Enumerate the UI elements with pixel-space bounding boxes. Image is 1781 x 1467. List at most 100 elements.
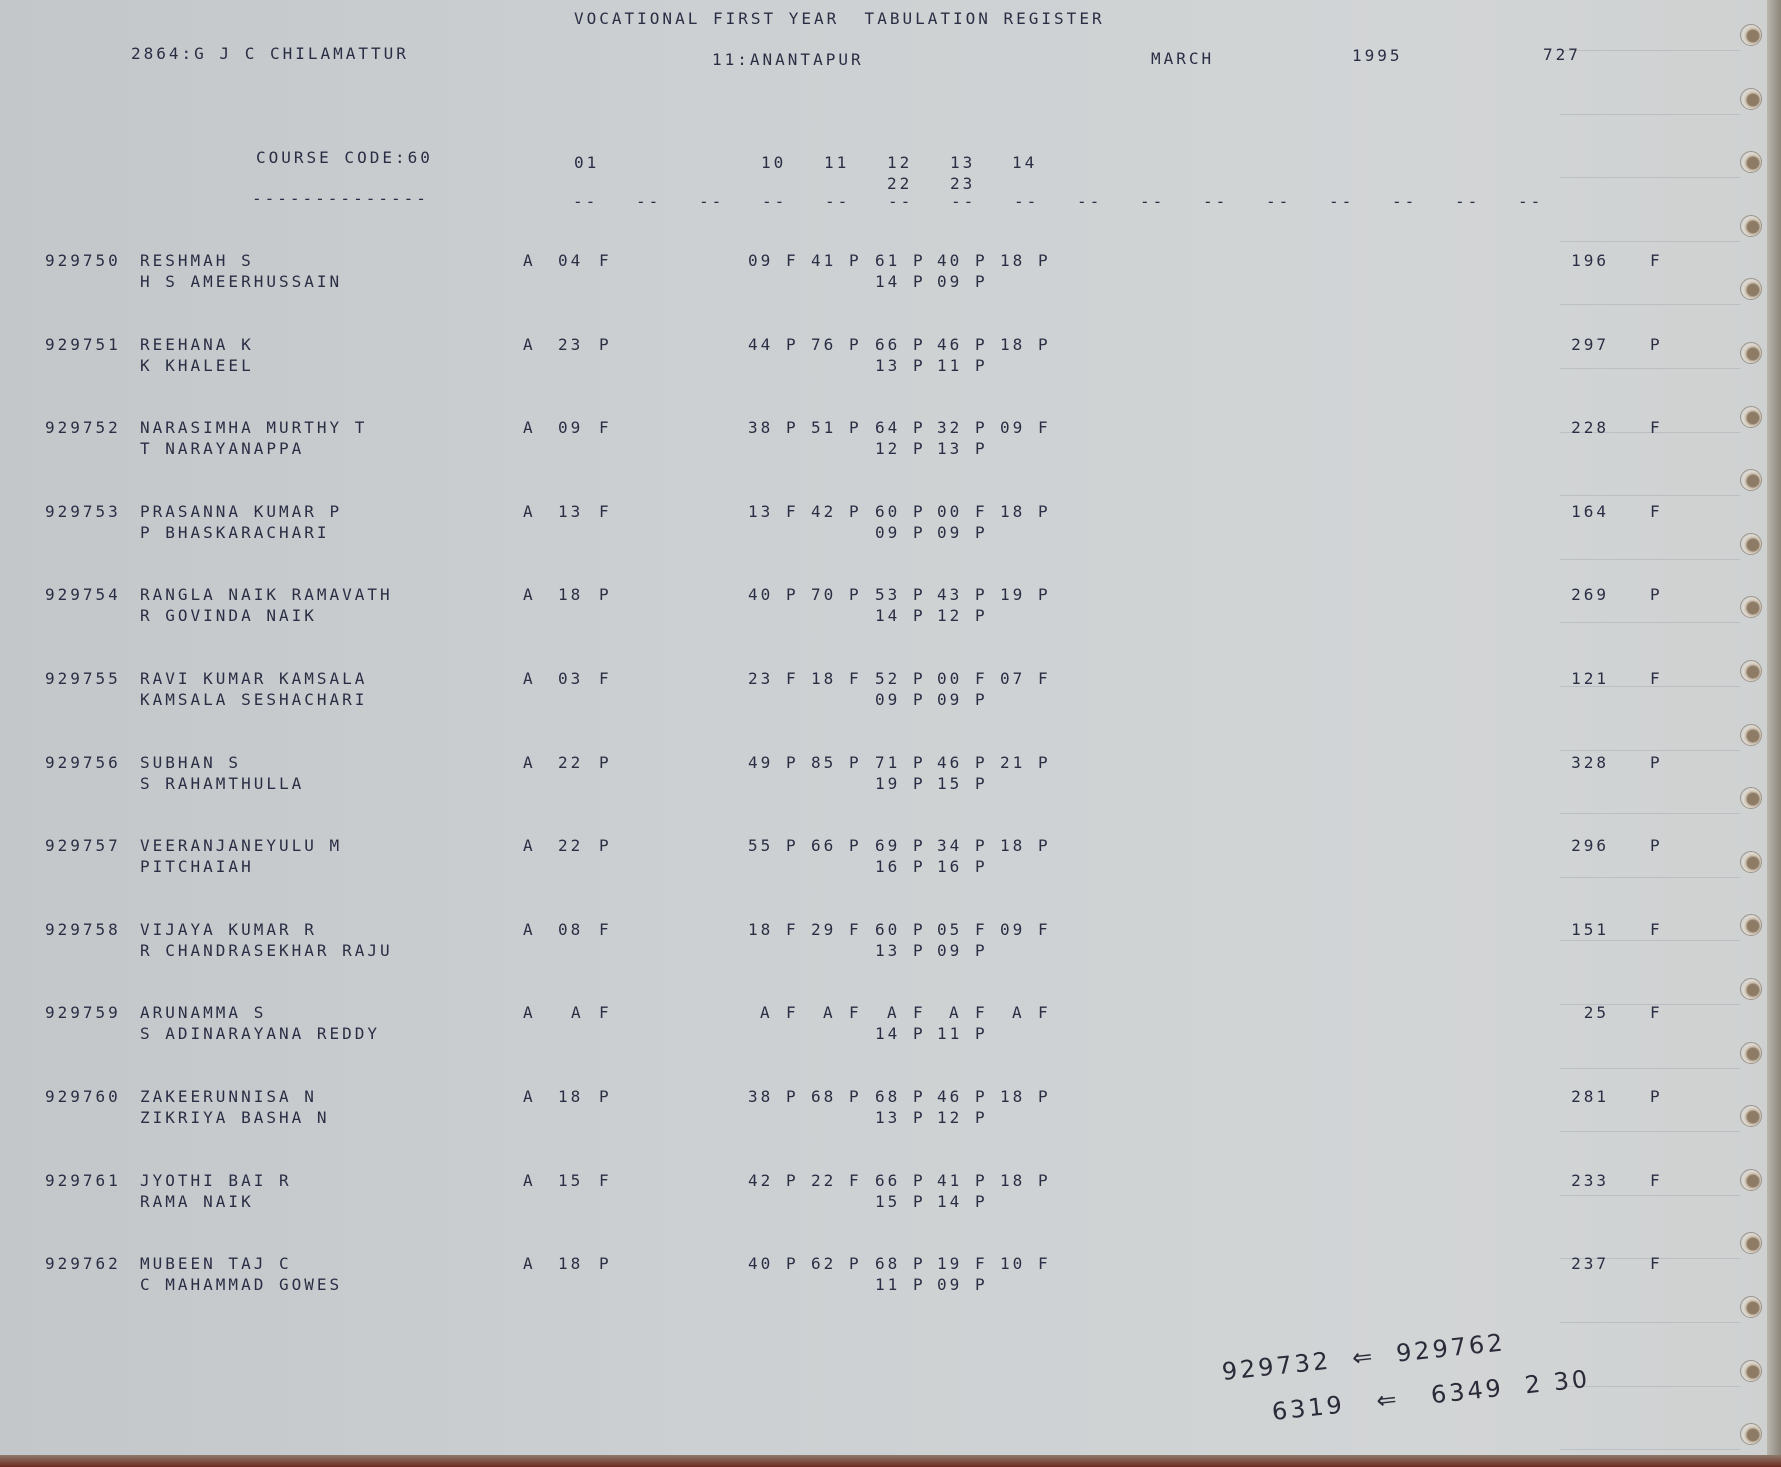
student-name: RESHMAH S — [140, 251, 254, 270]
subject-result: P — [975, 251, 988, 270]
subject-score-second: 14 — [875, 606, 901, 626]
ruled-line — [1560, 749, 1740, 751]
subject-result-second: P — [975, 522, 988, 542]
subject-result: F — [975, 669, 988, 688]
binder-hole-icon — [1740, 532, 1762, 555]
final-result: F — [1650, 669, 1663, 688]
subject-result: P — [913, 418, 926, 438]
subject-result: P — [913, 752, 926, 772]
final-result: P — [1650, 334, 1663, 354]
subject-result: P — [1038, 1087, 1051, 1106]
subject-result: P — [975, 836, 988, 856]
total-marks: 281 — [1571, 1087, 1609, 1106]
subject-score: 23 — [748, 669, 774, 688]
subject-score: 42 — [748, 1170, 774, 1190]
subject-score: 66 — [811, 836, 837, 856]
subject-result: P — [1038, 334, 1051, 354]
subject-score: 55 — [748, 836, 774, 856]
subject-result: P — [786, 752, 799, 772]
subject-result: P — [849, 1254, 862, 1274]
subject-score-second: 14 — [875, 272, 901, 291]
subject-result-second: P — [913, 690, 926, 709]
subject-01-result: P — [599, 585, 612, 605]
hall-ticket-number: 929751 — [45, 334, 121, 354]
student-name: VEERANJANEYULU M — [140, 836, 343, 856]
student-name: PRASANNA KUMAR P — [140, 501, 343, 521]
subject-result: F — [849, 1170, 862, 1190]
subject-score: 22 — [811, 1170, 837, 1190]
hall-ticket-number: 929759 — [45, 1003, 121, 1023]
subject-01-score: 04 — [558, 251, 584, 270]
subject-result-second: P — [975, 773, 988, 793]
subject-result: P — [786, 1170, 799, 1190]
subject-score: 18 — [1000, 251, 1026, 270]
guardian-name: P BHASKARACHARI — [140, 522, 330, 542]
subject-result: P — [849, 752, 862, 772]
subject-result: P — [1038, 251, 1051, 270]
column-dash: -- — [699, 192, 725, 211]
hall-ticket-number: 929750 — [45, 251, 121, 270]
subject-score: 68 — [875, 1087, 901, 1106]
subject-01-result: F — [599, 418, 612, 438]
final-result: P — [1650, 752, 1663, 772]
final-result: F — [1650, 919, 1663, 939]
guardian-name: PITCHAIAH — [140, 857, 254, 877]
subject-result: F — [786, 669, 799, 688]
binder-hole-icon — [1740, 342, 1762, 364]
column-dash: -- — [1266, 192, 1292, 211]
final-result: F — [1650, 251, 1663, 270]
subject-01-score: 03 — [558, 669, 584, 688]
subject-result: P — [849, 334, 862, 354]
subject-result: P — [786, 1087, 799, 1106]
subject-result: P — [913, 585, 926, 605]
subject-score-second: 12 — [937, 1108, 963, 1127]
subject-result: F — [786, 251, 799, 270]
subject-score-second: 11 — [937, 355, 963, 375]
subject-01-score: 18 — [558, 1254, 584, 1274]
course-code: COURSE CODE:60 — [256, 148, 433, 167]
total-marks: 297 — [1571, 334, 1609, 354]
subject-result: P — [913, 1170, 926, 1190]
total-marks: 328 — [1571, 752, 1609, 772]
subject-result: F — [975, 501, 988, 521]
subject-result: P — [849, 585, 862, 605]
subject-score: 61 — [875, 251, 901, 270]
total-marks: 121 — [1571, 669, 1609, 688]
binder-bottom-edge — [0, 1455, 1781, 1467]
ruled-line — [1560, 495, 1740, 497]
subject-score: 32 — [937, 418, 963, 438]
subject-01-result: F — [599, 1170, 612, 1190]
guardian-name: RAMA NAIK — [140, 1191, 254, 1211]
subject-result: P — [1038, 752, 1051, 772]
subject-result-second: P — [913, 940, 926, 960]
subject-score: 21 — [1000, 752, 1026, 772]
hall-ticket-number: 929755 — [45, 669, 121, 688]
binder-hole-icon — [1740, 151, 1762, 174]
subject-01-score: 18 — [558, 585, 584, 605]
column-code-second: 22 — [887, 174, 913, 193]
subject-score-second: 15 — [875, 1191, 901, 1211]
subject-score: 38 — [748, 418, 774, 438]
binder-hole-icon — [1740, 1041, 1762, 1064]
total-marks: 237 — [1571, 1254, 1609, 1274]
binder-hole-icon — [1740, 1359, 1762, 1382]
total-marks: 25 — [1583, 1003, 1609, 1023]
subject-result: P — [1038, 585, 1051, 605]
subject-score-second: 11 — [875, 1275, 901, 1295]
subject-score: 43 — [937, 585, 963, 605]
subject-score: 09 — [1000, 919, 1026, 939]
subject-score: 44 — [748, 334, 774, 354]
ruled-line — [1560, 113, 1740, 115]
ruled-line — [1560, 1322, 1740, 1323]
subject-result: P — [849, 836, 862, 856]
student-name: JYOTHI BAI R — [140, 1170, 292, 1190]
total-marks: 151 — [1571, 919, 1609, 939]
binder-hole-icon — [1740, 24, 1762, 46]
subject-01-result: F — [599, 251, 612, 270]
subject-score-second: 13 — [937, 439, 963, 459]
hall-ticket-number: 929756 — [45, 752, 121, 772]
subject-score-second: 19 — [875, 773, 901, 793]
subject-score: 40 — [748, 585, 774, 605]
subject-score: 46 — [937, 1087, 963, 1106]
ruled-line — [1560, 50, 1740, 51]
